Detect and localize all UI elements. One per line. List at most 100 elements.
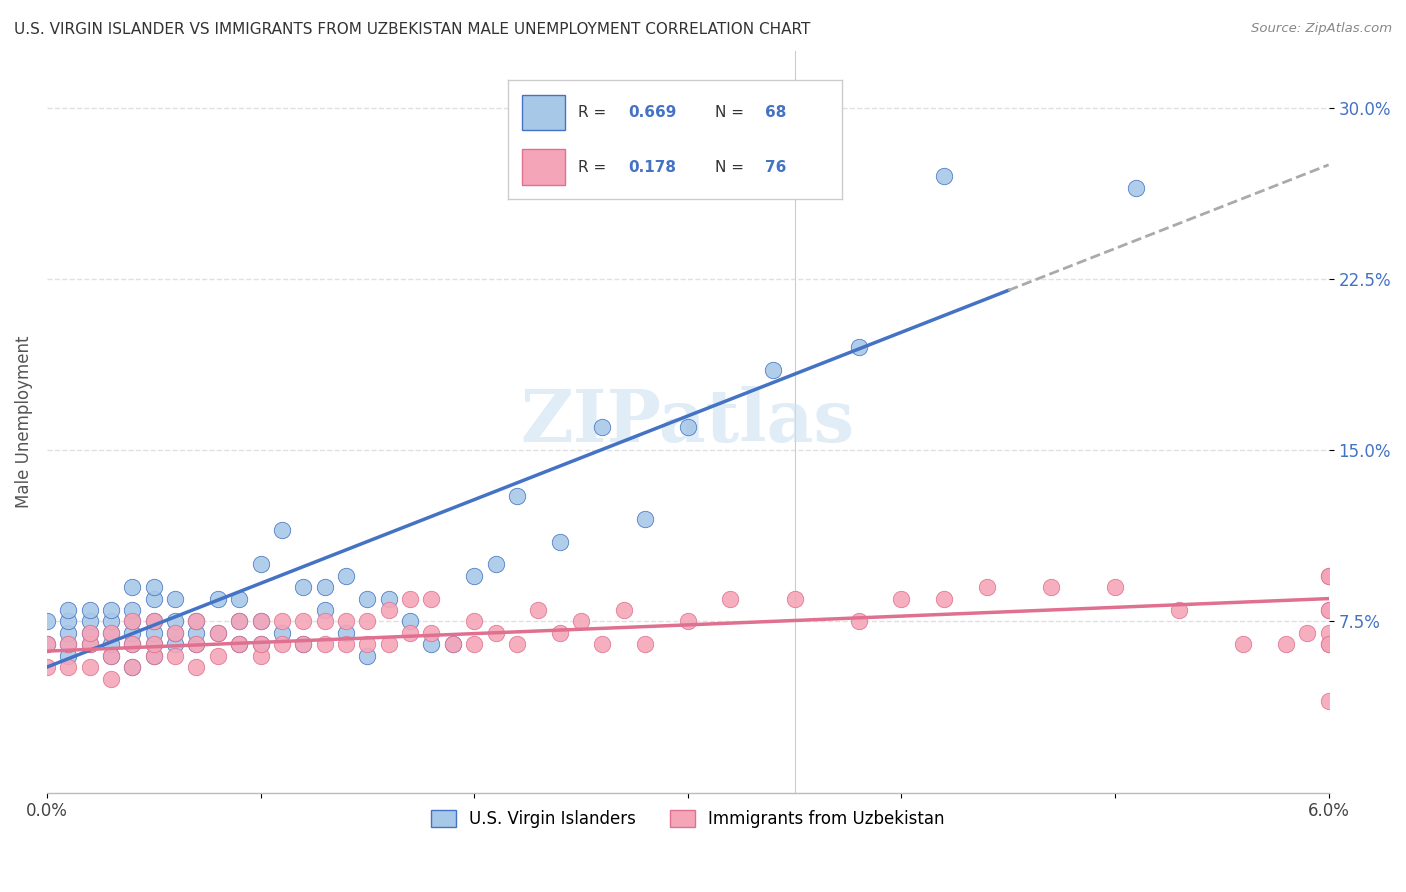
Point — [676, 420, 699, 434]
Point — [848, 341, 870, 355]
Point — [377, 591, 399, 606]
Point — [142, 615, 165, 629]
Point — [100, 625, 122, 640]
Point — [165, 625, 187, 640]
Point — [228, 615, 250, 629]
Point — [207, 625, 229, 640]
Point — [932, 591, 955, 606]
Point — [165, 591, 187, 606]
Point — [207, 648, 229, 663]
Point — [249, 615, 271, 629]
Point — [142, 615, 165, 629]
Point — [1317, 637, 1340, 651]
Point — [121, 660, 143, 674]
Point — [463, 568, 485, 582]
Point — [377, 637, 399, 651]
Point — [58, 648, 80, 663]
Point — [249, 648, 271, 663]
Point — [484, 625, 506, 640]
Point — [484, 558, 506, 572]
Point — [228, 637, 250, 651]
Text: ZIPatlas: ZIPatlas — [520, 386, 855, 458]
Point — [634, 511, 657, 525]
Point — [591, 420, 613, 434]
Point — [35, 637, 58, 651]
Point — [79, 603, 101, 617]
Point — [270, 637, 292, 651]
Point — [186, 615, 208, 629]
Point — [121, 615, 143, 629]
Point — [1317, 603, 1340, 617]
Point — [1317, 625, 1340, 640]
Point — [976, 580, 998, 594]
Point — [207, 625, 229, 640]
Point — [79, 625, 101, 640]
Point — [890, 591, 912, 606]
Point — [420, 637, 443, 651]
Point — [79, 637, 101, 651]
Point — [58, 637, 80, 651]
Point — [1039, 580, 1062, 594]
Point — [848, 615, 870, 629]
Point — [121, 615, 143, 629]
Point — [228, 637, 250, 651]
Point — [613, 603, 636, 617]
Point — [335, 637, 357, 651]
Point — [121, 660, 143, 674]
Point — [165, 625, 187, 640]
Point — [399, 625, 422, 640]
Point — [100, 648, 122, 663]
Point — [932, 169, 955, 184]
Point — [762, 363, 785, 377]
Point — [100, 615, 122, 629]
Point — [165, 648, 187, 663]
Point — [79, 615, 101, 629]
Point — [356, 648, 378, 663]
Point — [314, 615, 336, 629]
Point — [249, 615, 271, 629]
Point — [314, 603, 336, 617]
Point — [399, 591, 422, 606]
Point — [441, 637, 464, 651]
Point — [207, 591, 229, 606]
Point — [186, 637, 208, 651]
Y-axis label: Male Unemployment: Male Unemployment — [15, 335, 32, 508]
Point — [58, 615, 80, 629]
Point — [1317, 694, 1340, 708]
Point — [100, 603, 122, 617]
Point — [399, 615, 422, 629]
Point — [527, 603, 550, 617]
Point — [58, 625, 80, 640]
Point — [292, 580, 315, 594]
Point — [335, 625, 357, 640]
Point — [676, 615, 699, 629]
Point — [58, 637, 80, 651]
Point — [228, 615, 250, 629]
Point — [35, 637, 58, 651]
Text: Source: ZipAtlas.com: Source: ZipAtlas.com — [1251, 22, 1392, 36]
Legend: U.S. Virgin Islanders, Immigrants from Uzbekistan: U.S. Virgin Islanders, Immigrants from U… — [423, 801, 953, 837]
Point — [142, 648, 165, 663]
Point — [142, 580, 165, 594]
Point — [506, 489, 529, 503]
Point — [79, 637, 101, 651]
Point — [270, 523, 292, 537]
Point — [1296, 625, 1319, 640]
Point — [1232, 637, 1254, 651]
Point — [228, 591, 250, 606]
Point — [335, 568, 357, 582]
Point — [420, 591, 443, 606]
Point — [783, 591, 806, 606]
Point — [121, 637, 143, 651]
Point — [100, 672, 122, 686]
Point — [35, 615, 58, 629]
Point — [634, 637, 657, 651]
Point — [142, 591, 165, 606]
Point — [249, 637, 271, 651]
Point — [121, 603, 143, 617]
Point — [463, 637, 485, 651]
Point — [121, 637, 143, 651]
Point — [1275, 637, 1298, 651]
Point — [1317, 637, 1340, 651]
Point — [79, 660, 101, 674]
